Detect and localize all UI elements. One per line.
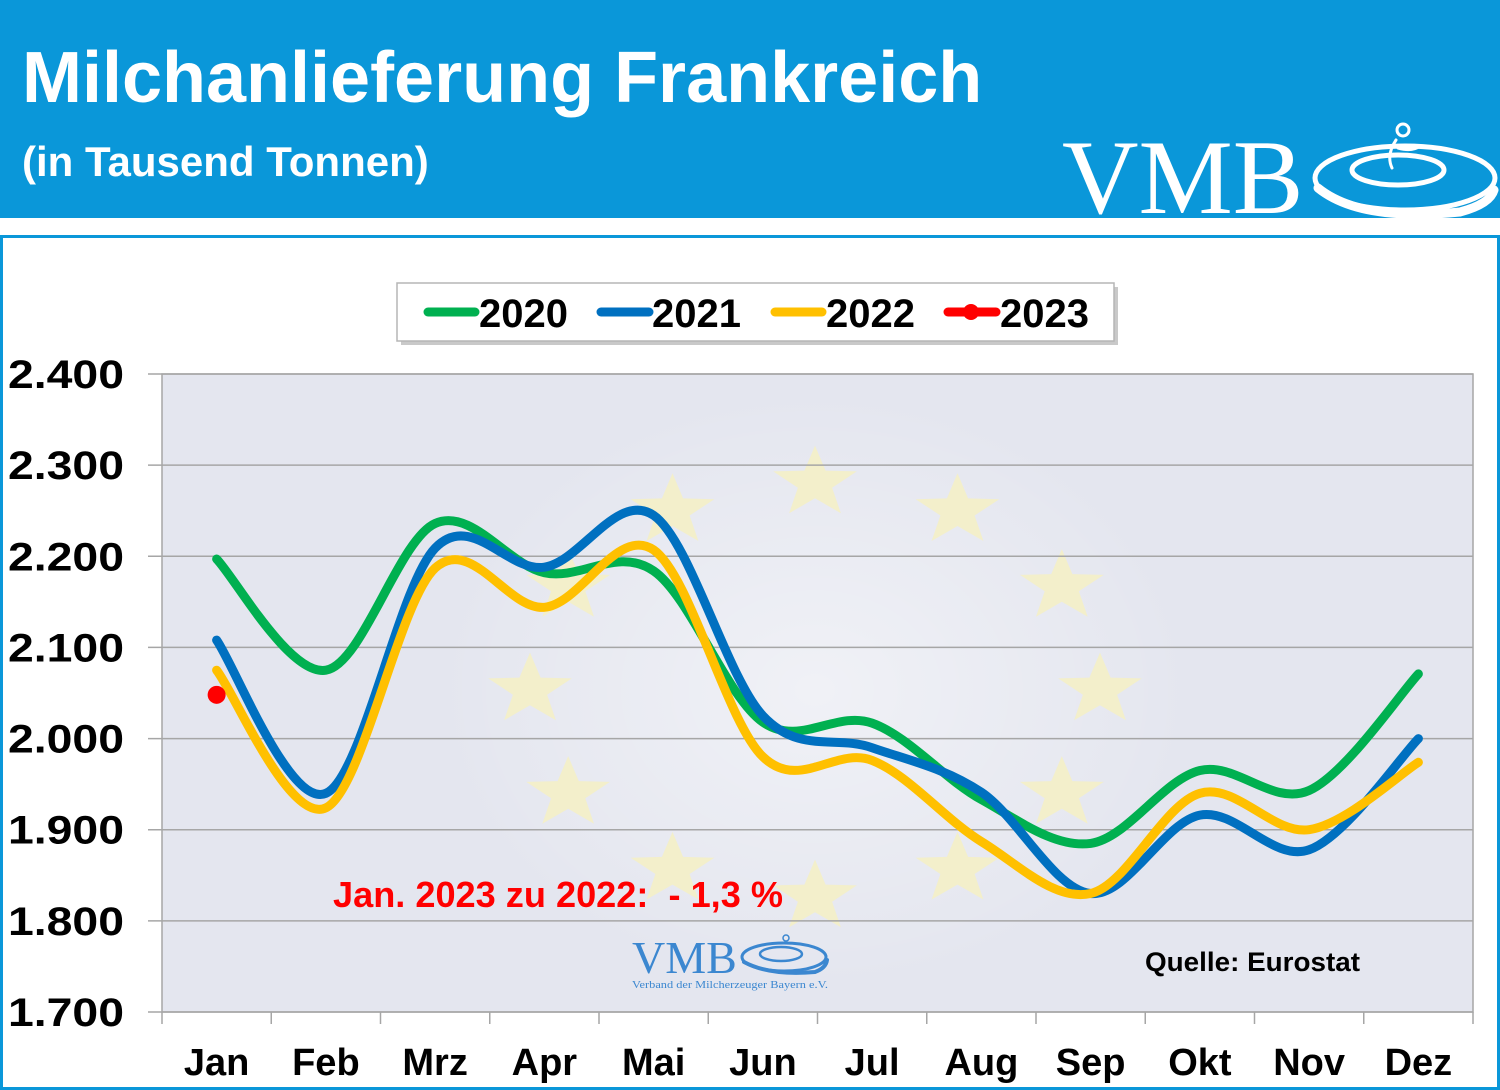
chart-title: Milchanlieferung Frankreich <box>22 38 982 118</box>
data-point-2021-dez <box>1413 734 1423 744</box>
eu-star-icon <box>630 473 715 541</box>
series-line-2022 <box>212 540 1423 900</box>
legend-label: 2021 <box>652 292 741 336</box>
legend-item: 2022 <box>770 292 915 336</box>
eu-star-icon <box>526 756 610 824</box>
eu-star-icon <box>915 831 1000 900</box>
legend-label: 2023 <box>1000 292 1089 336</box>
data-point-2021-jan <box>212 635 222 645</box>
eu-star-icon <box>630 831 715 900</box>
data-point-2022-apr <box>539 602 549 612</box>
chart-subtitle: (in Tausend Tonnen) <box>22 138 429 185</box>
y-tick-label: 2.300 <box>8 444 124 488</box>
y-tick-label: 2.200 <box>8 535 124 579</box>
data-point-2020-jul <box>867 718 877 728</box>
x-tick-label: Mai <box>622 1042 685 1084</box>
x-tick-label: Jul <box>845 1042 900 1084</box>
data-point-2022-nov <box>1304 825 1314 835</box>
data-point-2022-sep <box>1086 889 1096 899</box>
y-axis: 1.700 1.800 1.900 2.000 2.100 2.200 2.300 2.400 <box>8 353 124 1035</box>
eu-star-icon <box>1020 549 1104 617</box>
x-tick-label: Dez <box>1385 1042 1453 1084</box>
data-point-2021-mrz <box>430 543 440 553</box>
legend: 2020 2021 2022 2023 <box>396 282 1118 345</box>
data-point-2020-feb <box>321 665 331 675</box>
eu-star-icon <box>773 445 857 514</box>
data-point-2021-apr <box>539 562 549 572</box>
data-point-2020-mrz <box>430 518 440 528</box>
legend-item: 2020 <box>423 292 568 336</box>
data-point-2022-mrz <box>430 563 440 573</box>
data-point-2020-okt <box>1195 765 1205 775</box>
vmb-swoosh-icon <box>1312 122 1499 219</box>
data-point-2022-dez <box>1413 757 1423 767</box>
x-tick-label: Jan <box>184 1042 249 1084</box>
data-point-2021-okt <box>1195 810 1205 820</box>
legend-label: 2020 <box>479 292 568 336</box>
data-point-2020-mai <box>649 566 659 576</box>
data-point-2022-jan <box>212 665 222 675</box>
vmb-logo-header: VMB <box>1062 119 1499 236</box>
data-point-2020-dez <box>1413 669 1423 679</box>
vmb-logo-text: VMB <box>632 932 737 983</box>
x-tick-label: Nov <box>1273 1042 1345 1084</box>
data-point-2023-jan <box>207 685 226 704</box>
y-tick-label: 2.100 <box>8 626 124 670</box>
eu-star-icon <box>526 549 610 617</box>
data-point-2022-okt <box>1195 788 1205 798</box>
eu-star-icon <box>915 473 1000 541</box>
series-line-2021 <box>212 505 1423 899</box>
x-tick-label: Apr <box>512 1042 578 1084</box>
series-lines <box>207 505 1423 900</box>
x-tick-label: Mrz <box>402 1042 467 1084</box>
series-2022 <box>212 540 1423 900</box>
y-tick-label: 2.400 <box>8 353 124 397</box>
data-point-2021-nov <box>1304 845 1314 855</box>
x-tick-label: Aug <box>944 1042 1018 1084</box>
x-tick-label: Feb <box>292 1042 360 1084</box>
legend-item: 2021 <box>596 292 741 336</box>
data-point-2022-mai <box>649 545 659 555</box>
data-point-2021-jul <box>867 743 877 753</box>
vmb-swoosh-icon <box>740 934 829 975</box>
vmb-logo-text: VMB <box>1062 119 1304 236</box>
data-point-2022-feb <box>321 803 331 813</box>
y-tick-label: 1.800 <box>8 900 124 944</box>
eu-star-icon <box>1058 652 1142 721</box>
eu-stars-background <box>488 445 1142 928</box>
series-2021 <box>212 505 1423 899</box>
data-point-2020-sep <box>1086 838 1096 848</box>
y-tick-label: 1.900 <box>8 809 124 853</box>
x-tick-label: Okt <box>1168 1042 1232 1084</box>
data-point-2020-jan <box>212 554 222 564</box>
legend-marker <box>963 304 979 320</box>
data-point-2022-jul <box>867 755 877 765</box>
series-2023 <box>207 685 226 704</box>
data-point-2022-jun <box>758 752 768 762</box>
x-tick-label: Jun <box>729 1042 797 1084</box>
eu-star-icon <box>488 652 572 721</box>
data-point-2021-aug <box>976 787 986 797</box>
y-tick-label: 1.700 <box>8 991 124 1035</box>
eu-star-icon <box>773 859 857 928</box>
vmb-logo-watermark: VMB Verband der Milcherzeuger Bayern e.V… <box>632 932 829 991</box>
legend-label: 2022 <box>826 292 915 336</box>
source-label: Quelle: Eurostat <box>1145 947 1360 977</box>
legend-item: 2023 <box>943 292 1089 336</box>
vmb-logo-tagline: Verband der Milcherzeuger Bayern e.V. <box>632 980 828 991</box>
data-point-2020-nov <box>1304 786 1314 796</box>
y-tick-label: 2.000 <box>8 718 124 762</box>
x-axis: Jan Feb Mrz Apr Mai Jun Jul Aug Sep Okt Nov Dez <box>161 1012 1474 1084</box>
eu-star-icon <box>1020 756 1104 824</box>
data-point-2022-aug <box>976 837 986 847</box>
x-tick-label: Sep <box>1056 1042 1126 1084</box>
chart-annotation: Jan. 2023 zu 2022: - 1,3 % <box>333 874 783 915</box>
data-point-2021-mai <box>649 510 659 520</box>
data-point-2021-jun <box>758 711 768 721</box>
data-point-2021-feb <box>321 788 331 798</box>
plot-glow <box>435 390 1195 990</box>
header-band <box>0 0 1500 218</box>
